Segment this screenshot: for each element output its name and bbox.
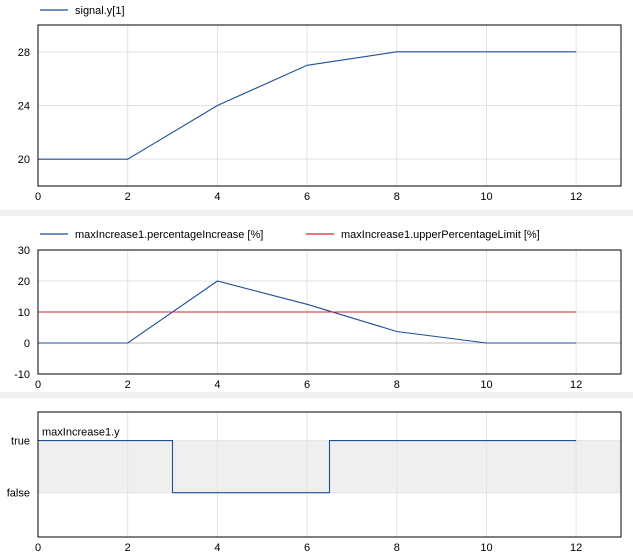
- x-tick-label: 0: [35, 191, 41, 203]
- x-tick-label: 4: [214, 379, 220, 391]
- series-label: maxIncrease1.y: [42, 427, 120, 439]
- legend-label: maxIncrease1.percentageIncrease [%]: [75, 229, 263, 241]
- x-tick-label: 4: [214, 191, 220, 203]
- plot-frame: [37, 249, 622, 375]
- x-tick-label: 10: [480, 379, 492, 391]
- chart-max-increase-output: 0 2 4 6 8 10 12 false true maxIncrease1.y: [7, 411, 622, 553]
- legend-label: signal.y[1]: [75, 5, 125, 17]
- x-tick-label: 0: [35, 379, 41, 391]
- y-tick-label: 30: [18, 245, 30, 257]
- x-tick-label: 4: [214, 542, 220, 553]
- x-tick-label: 6: [304, 191, 310, 203]
- y-tick-label: 28: [18, 47, 30, 59]
- x-tick-label: 0: [35, 542, 41, 553]
- plot-frame: [37, 24, 622, 187]
- legend-label: maxIncrease1.upperPercentageLimit [%]: [341, 229, 540, 241]
- x-tick-label: 6: [304, 542, 310, 553]
- x-tick-label: 10: [480, 191, 492, 203]
- series-line: [38, 440, 577, 494]
- x-tick-label: 2: [125, 379, 131, 391]
- y-tick-label: 0: [24, 338, 30, 350]
- x-tick-label: 6: [304, 379, 310, 391]
- x-tick-label: 12: [570, 542, 582, 553]
- y-tick-label: 10: [18, 307, 30, 319]
- x-tick-label: 8: [394, 379, 400, 391]
- plot-frame: [37, 411, 622, 538]
- series-line: [38, 51, 577, 160]
- x-tick-label: 10: [480, 542, 492, 553]
- x-tick-label: 2: [125, 542, 131, 553]
- y-tick-label: 24: [18, 101, 30, 113]
- panel-divider: [0, 210, 633, 216]
- panel-divider: [0, 392, 633, 398]
- y-tick-label: false: [7, 488, 30, 500]
- y-tick-label: -10: [14, 369, 30, 381]
- chart-percentage-increase: 0 2 4 6 8 10 12 -10 0 10 20 30 maxIncrease1.percenta…: [14, 229, 622, 391]
- x-tick-label: 12: [570, 191, 582, 203]
- x-tick-label: 2: [125, 191, 131, 203]
- y-tick-label: true: [11, 436, 30, 448]
- y-tick-label: 20: [18, 276, 30, 288]
- series-line: [38, 280, 577, 344]
- x-tick-label: 8: [394, 542, 400, 553]
- x-tick-label: 12: [570, 379, 582, 391]
- y-tick-label: 20: [18, 154, 30, 166]
- x-tick-label: 8: [394, 191, 400, 203]
